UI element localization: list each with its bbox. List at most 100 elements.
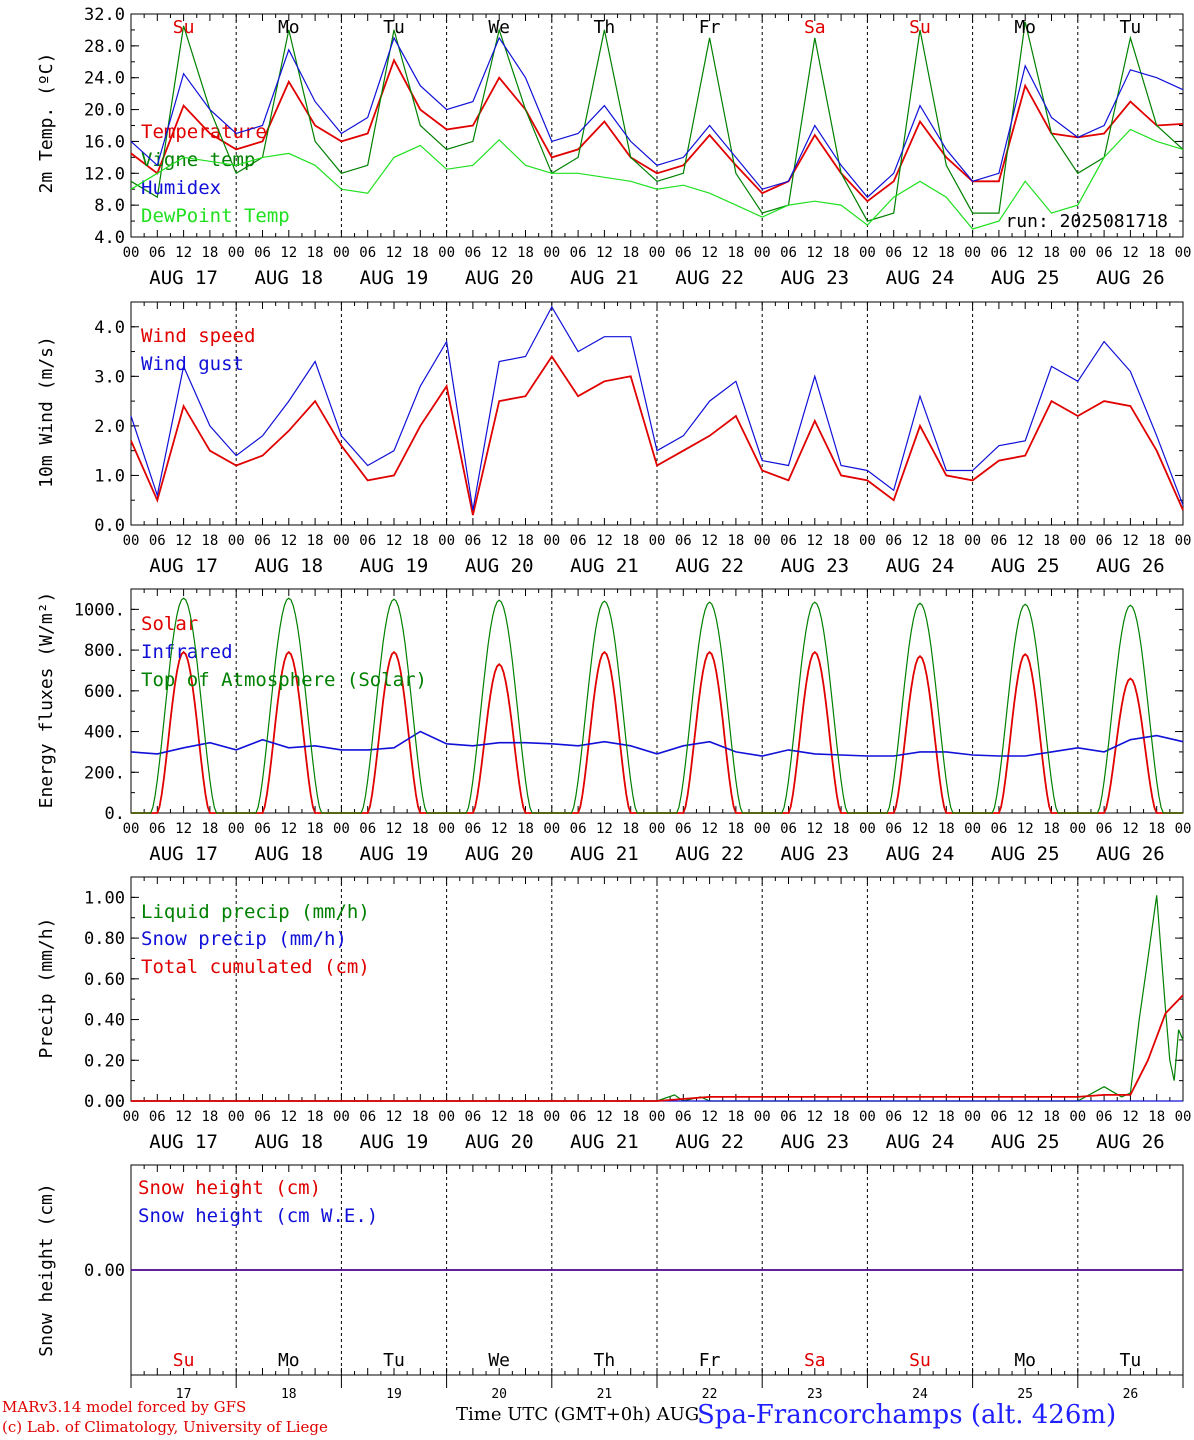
y-axis-label: 10m Wind (m/s) — [36, 336, 57, 488]
y-tick-label: 4.0 — [94, 318, 125, 338]
hour-tick-label: 12 — [701, 245, 718, 261]
date-label: AUG 18 — [254, 555, 323, 577]
date-label: AUG 24 — [886, 843, 955, 865]
hour-tick-label: 18 — [307, 533, 324, 549]
date-label: AUG 23 — [780, 267, 849, 289]
hour-tick-label: 06 — [990, 533, 1007, 549]
date-label: AUG 20 — [465, 267, 534, 289]
y-tick-label: 800. — [84, 641, 125, 661]
hour-tick-label: 12 — [701, 533, 718, 549]
hour-tick-label: 00 — [1175, 1109, 1192, 1125]
hour-tick-label: 00 — [1069, 245, 1086, 261]
series-line-wind-gust — [130, 305, 1184, 511]
date-label: AUG 18 — [254, 843, 323, 865]
hour-tick-label: 18 — [727, 821, 744, 837]
hour-tick-label: 12 — [596, 821, 613, 837]
y-tick-label: 20.0 — [84, 101, 125, 121]
hour-tick-label: 12 — [1122, 245, 1139, 261]
date-label: AUG 17 — [149, 555, 218, 577]
hour-tick-label: 18 — [622, 1109, 639, 1125]
y-tick-label: 0.60 — [84, 970, 125, 990]
y-tick-label: 32.0 — [84, 5, 125, 25]
hour-tick-label: 06 — [990, 245, 1007, 261]
y-tick-label: 2.0 — [94, 417, 125, 437]
hour-tick-label: 18 — [307, 1109, 324, 1125]
day-number-label: 24 — [912, 1387, 928, 1402]
plot-frame — [130, 588, 1184, 814]
hour-tick-label: 00 — [333, 821, 350, 837]
date-label: AUG 24 — [886, 1131, 955, 1153]
weekday-label-top: Tu — [383, 17, 405, 38]
y-tick-label: 400. — [84, 723, 125, 743]
hour-tick-label: 18 — [833, 821, 850, 837]
hour-tick-label: 12 — [1017, 1109, 1034, 1125]
hour-tick-label: 06 — [149, 821, 166, 837]
hour-tick-label: 18 — [1148, 533, 1165, 549]
hour-tick-label: 00 — [1069, 533, 1086, 549]
hour-tick-label: 18 — [1043, 533, 1060, 549]
hour-tick-label: 06 — [254, 245, 271, 261]
hour-tick-label: 00 — [649, 821, 666, 837]
weekday-label-top: Sa — [804, 17, 826, 38]
hour-tick-label: 18 — [517, 821, 534, 837]
plot-frame — [130, 13, 1184, 238]
hour-tick-label: 18 — [622, 533, 639, 549]
hour-tick-label: 06 — [1096, 533, 1113, 549]
date-label: AUG 19 — [360, 843, 429, 865]
date-label: AUG 23 — [780, 843, 849, 865]
date-label: AUG 23 — [780, 1131, 849, 1153]
hour-tick-label: 12 — [596, 1109, 613, 1125]
weekday-label-bottom: We — [488, 1350, 510, 1371]
hour-tick-label: 00 — [649, 1109, 666, 1125]
hour-tick-label: 06 — [359, 245, 376, 261]
hour-tick-label: 06 — [885, 533, 902, 549]
hour-tick-label: 12 — [701, 1109, 718, 1125]
date-label: AUG 22 — [675, 843, 744, 865]
weekday-label-bottom: Tu — [383, 1350, 405, 1371]
hour-tick-label: 18 — [938, 245, 955, 261]
day-number-label: 26 — [1123, 1387, 1139, 1402]
hour-tick-label: 00 — [1069, 821, 1086, 837]
hour-tick-label: 06 — [780, 821, 797, 837]
hour-tick-label: 12 — [1017, 821, 1034, 837]
hour-tick-label: 06 — [254, 1109, 271, 1125]
hour-tick-label: 18 — [307, 245, 324, 261]
series-line-humidex — [130, 36, 1184, 199]
hour-tick-label: 00 — [333, 1109, 350, 1125]
day-number-label: 18 — [281, 1387, 297, 1402]
hour-tick-label: 00 — [543, 533, 560, 549]
legend-entry: Wind gust — [141, 353, 244, 375]
hour-tick-label: 12 — [280, 821, 297, 837]
hour-tick-label: 12 — [912, 821, 929, 837]
hour-tick-label: 18 — [201, 1109, 218, 1125]
hour-tick-label: 06 — [464, 533, 481, 549]
weekday-label-bottom: Tu — [1120, 1350, 1142, 1371]
hour-tick-label: 18 — [307, 821, 324, 837]
hour-tick-label: 12 — [912, 1109, 929, 1125]
date-label: AUG 21 — [570, 267, 639, 289]
series-line-vigne-temp — [130, 21, 1184, 222]
date-label: AUG 21 — [570, 555, 639, 577]
hour-tick-label: 12 — [806, 533, 823, 549]
legend-entry: Snow precip (mm/h) — [141, 928, 347, 950]
hour-tick-label: 12 — [912, 245, 929, 261]
hour-tick-label: 12 — [596, 533, 613, 549]
hour-tick-label: 18 — [833, 533, 850, 549]
y-tick-label: 3.0 — [94, 367, 125, 387]
hour-tick-label: 18 — [833, 245, 850, 261]
weekday-label-bottom: Sa — [804, 1350, 826, 1371]
hour-tick-label: 00 — [754, 1109, 771, 1125]
date-label: AUG 25 — [991, 1131, 1060, 1153]
y-tick-label: 0.0 — [94, 516, 125, 536]
date-label: AUG 17 — [149, 843, 218, 865]
legend-entry: Wind speed — [141, 325, 255, 347]
hour-tick-label: 12 — [596, 245, 613, 261]
hour-tick-label: 12 — [701, 821, 718, 837]
series-line-total-cumulated-cm- — [131, 994, 1184, 1102]
hour-tick-label: 06 — [359, 821, 376, 837]
date-label: AUG 21 — [570, 1131, 639, 1153]
weekday-label-top: Su — [173, 17, 195, 38]
station-label: Spa-Francorchamps (alt. 426m) — [697, 1400, 1117, 1430]
hour-tick-label: 00 — [123, 1109, 140, 1125]
date-label: AUG 20 — [465, 1131, 534, 1153]
